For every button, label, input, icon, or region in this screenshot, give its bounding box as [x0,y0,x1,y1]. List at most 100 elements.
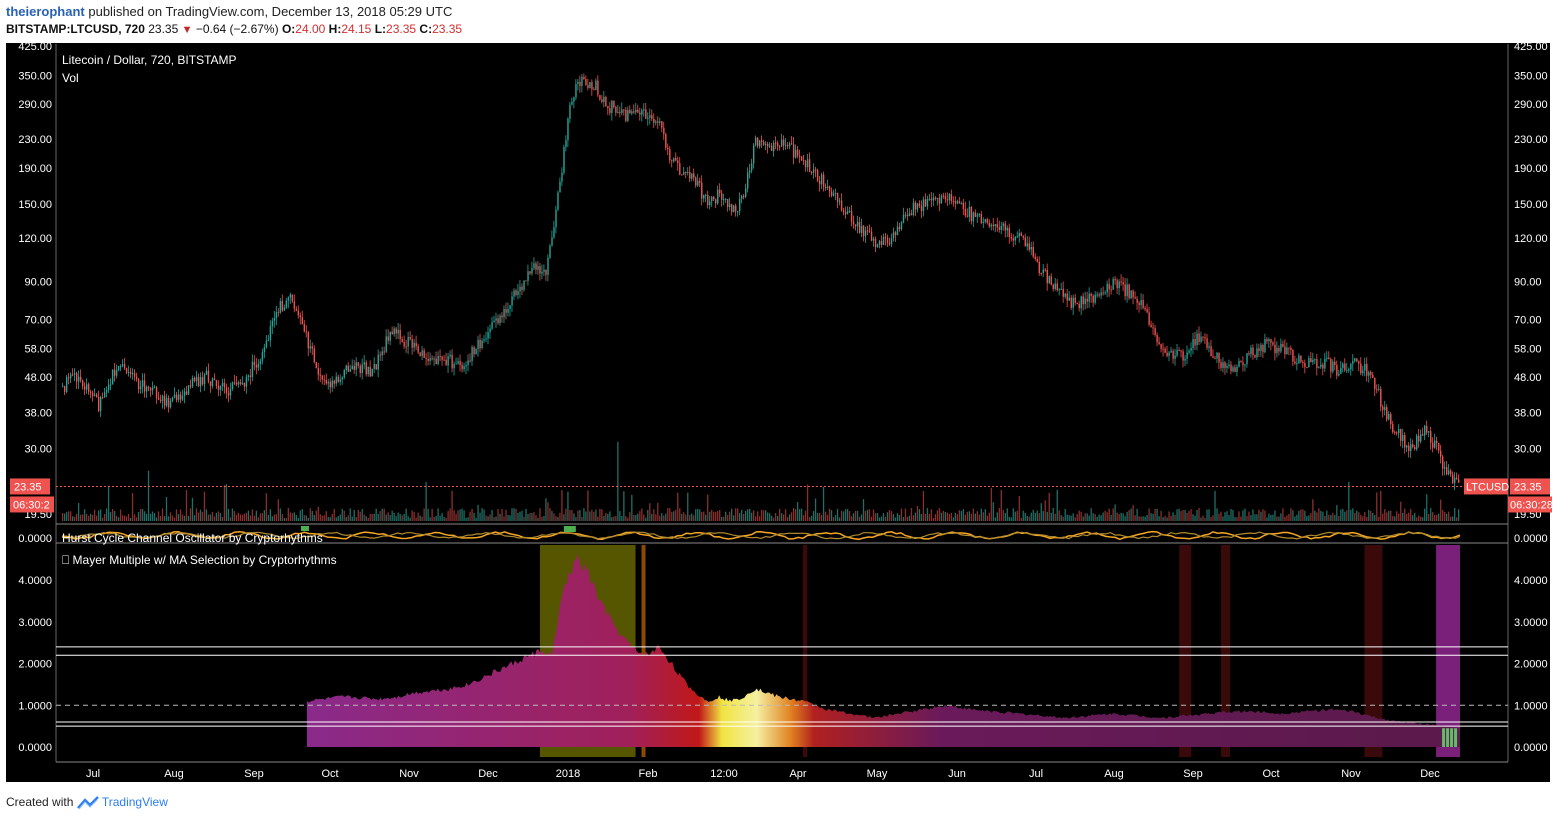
tradingview-link[interactable]: TradingView [101,795,168,809]
volume-bar [315,510,317,521]
candle-body [703,195,705,199]
candle-body [992,224,995,227]
volume-bar [661,513,663,521]
volume-bar [187,515,190,521]
candle-body [89,391,92,394]
candle-body [321,375,324,380]
volume-bar [1046,511,1048,521]
candle-body [1034,256,1037,260]
volume-bar [123,515,126,521]
volume-bar [968,511,971,521]
candle-body [299,315,302,318]
volume-bar [715,511,717,521]
volume-bar [1310,513,1312,521]
candle-body [189,385,192,387]
candle-body [637,109,639,113]
candle-body [171,397,174,401]
candle-body [1022,235,1025,238]
volume-bar [1388,510,1390,521]
volume-bar [786,517,789,521]
time-tick: Oct [321,768,338,780]
volume-bar [165,496,168,521]
candle-body [199,377,202,387]
volume-bar [445,517,447,521]
volume-bar [505,509,507,521]
volume-bar [1374,515,1376,521]
candle-body [1452,474,1454,484]
candle-body [1096,294,1098,296]
volume-bar [679,508,681,521]
volume-bar [281,514,283,521]
volume-bar [1174,514,1176,521]
candle-body [491,322,493,329]
volume-bar [523,516,525,521]
candle-body [651,115,653,119]
volume-bar [429,517,431,521]
candle-body [163,395,166,406]
candle-body [904,214,907,216]
candle-body [467,360,469,365]
candle-body [814,169,817,171]
candle-body [571,101,573,105]
candle-body [784,145,787,147]
candle-body [409,337,411,340]
candle-body [1306,366,1308,368]
candle-body [575,83,577,98]
volume-bar [463,510,465,521]
candle-body [1404,434,1406,448]
mayer-green-bar [1442,728,1446,747]
candle-body [573,97,575,102]
candle-body [233,382,236,384]
candle-body [1028,243,1031,250]
candle-body [1344,363,1346,371]
volume-bar [956,514,959,521]
candle-body [1234,367,1236,372]
candle-body [609,108,611,113]
volume-bar [912,515,915,521]
volume-bar [507,515,509,521]
volume-bar [311,510,313,521]
candle-body [1376,389,1378,391]
author-link[interactable]: theierophant [6,4,85,19]
candle-body [317,368,320,375]
volume-bar [495,516,497,521]
volume-bar [852,513,855,521]
candle-body [741,195,743,199]
candle-body [565,140,567,148]
candle-body [794,149,797,158]
volume-bar [561,490,563,521]
candle-body [581,76,583,86]
candle-body [1270,339,1272,343]
price-candles [62,73,1460,490]
volume-bar [687,492,689,521]
volume-bar [515,508,517,521]
volume-bar [1110,515,1112,521]
candle-body [1206,338,1208,348]
price-tick-right: 90.00 [1514,277,1542,289]
volume-bar [1146,514,1148,521]
candle-body [838,200,841,202]
candle-body [389,331,391,341]
volume-bar [1132,505,1134,521]
candle-body [529,271,531,274]
candle-body [309,346,312,349]
candle-body [543,269,545,272]
candle-body [1032,246,1035,257]
volume-bar [1360,514,1362,521]
volume-bar [299,510,301,521]
volume-bar [631,494,633,521]
volume-bar [1306,516,1308,521]
candle-body [387,336,389,341]
volume-bar [583,508,585,521]
candle-body [647,117,649,119]
candle-body [1146,309,1148,313]
candle-body [1302,361,1304,364]
candle-body [1374,377,1376,390]
candle-body [990,224,993,227]
candle-body [143,380,146,392]
volume-bar [231,508,234,521]
volume-bar [551,510,553,521]
volume-bar [195,508,198,521]
candle-body [1254,355,1256,358]
